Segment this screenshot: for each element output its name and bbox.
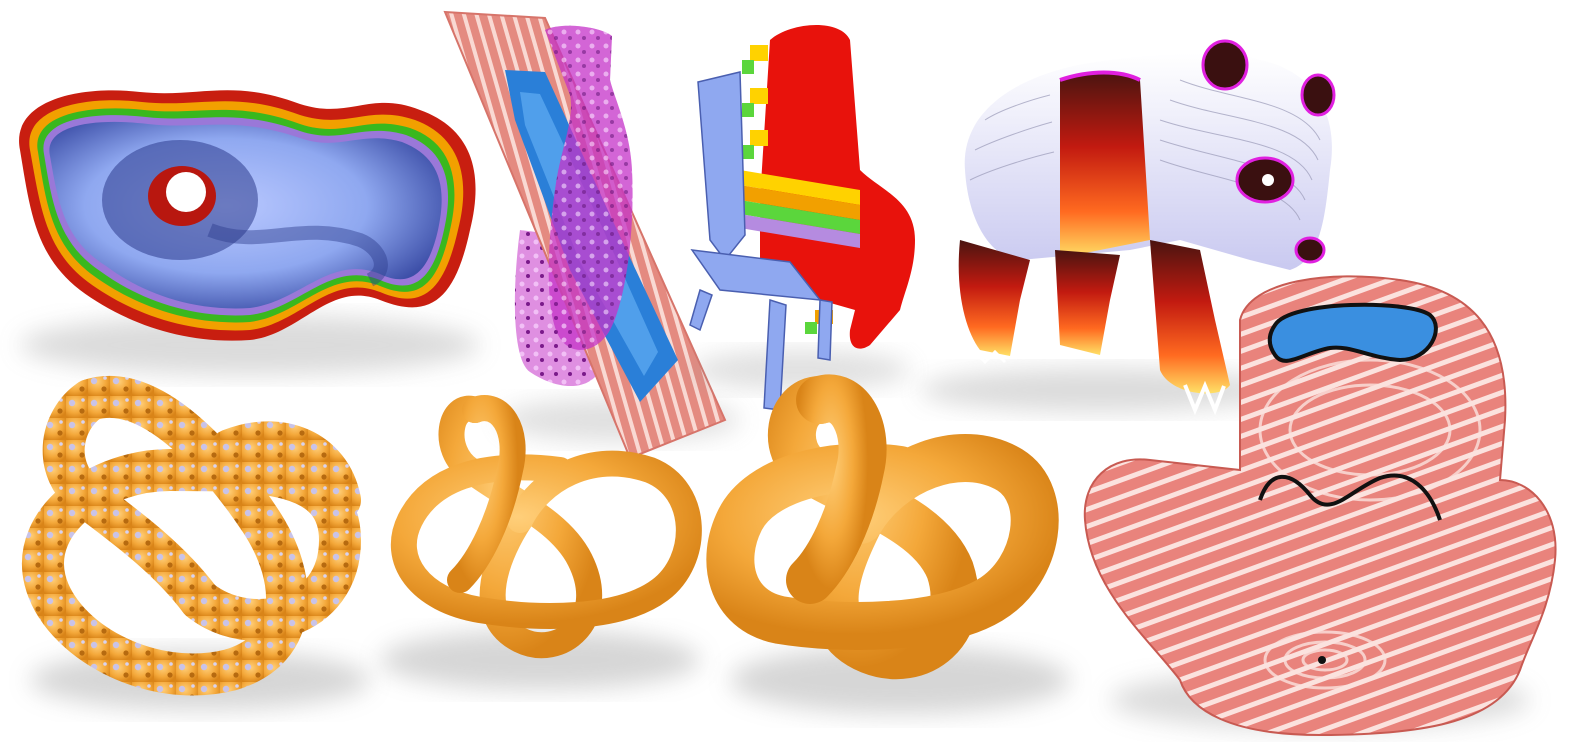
knot-thick-model xyxy=(706,374,1070,714)
thickened-blob-model xyxy=(19,90,480,375)
armchair-model xyxy=(1083,275,1557,737)
bottle-slice-model xyxy=(443,10,740,460)
knot-noisy-model xyxy=(22,375,370,710)
knot-thin-model xyxy=(380,395,702,690)
chair-rainbow-model xyxy=(689,24,915,411)
panda-model xyxy=(920,39,1336,416)
